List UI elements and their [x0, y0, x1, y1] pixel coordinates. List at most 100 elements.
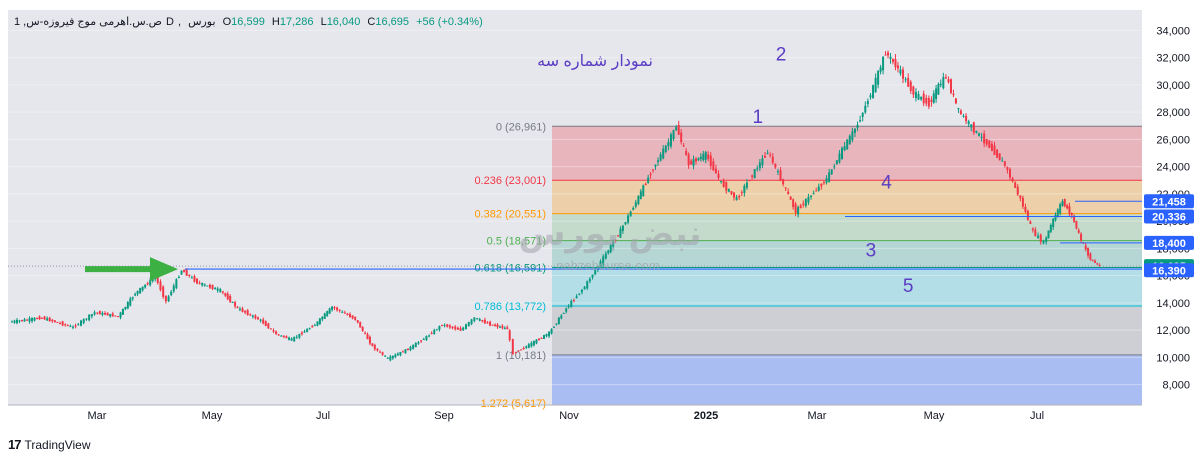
x-tick-label[interactable]: Mar: [808, 410, 827, 422]
candle-body: [498, 326, 501, 328]
x-tick-label[interactable]: Jul: [316, 410, 330, 422]
candle-body: [238, 308, 241, 310]
candle-body: [789, 196, 792, 200]
candle-body: [952, 93, 955, 96]
wave-label: 2: [776, 44, 787, 65]
y-tick-label[interactable]: 14,000: [1156, 298, 1190, 310]
candle-body: [183, 270, 186, 273]
timeframe[interactable]: D: [165, 16, 174, 28]
candle-body: [151, 279, 154, 282]
x-tick-label[interactable]: May: [924, 410, 945, 422]
candle-body: [899, 69, 902, 74]
candle-body: [667, 142, 670, 147]
y-tick-label[interactable]: 26,000: [1156, 134, 1190, 146]
x-tick-label[interactable]: Jul: [1030, 410, 1044, 422]
tradingview-footer[interactable]: 17 TradingView: [8, 437, 91, 452]
high-label: H: [271, 16, 280, 28]
candle-body: [134, 293, 137, 296]
candle-body: [231, 302, 234, 304]
candle-body: [902, 69, 905, 79]
candle-body: [743, 185, 746, 194]
candle-body: [201, 282, 204, 286]
candle-body: [797, 207, 800, 215]
candle-body: [727, 189, 730, 192]
x-axis[interactable]: Mar May Jul Sep Nov 2025 Mar May Jul: [8, 404, 1142, 422]
open-label: O: [222, 16, 232, 28]
x-tick-label[interactable]: 2025: [694, 410, 718, 422]
y-tick-label[interactable]: 30,000: [1156, 80, 1190, 92]
fib-label: 0.5 (18,571): [487, 236, 546, 248]
candle-body: [139, 287, 142, 294]
x-tick-label[interactable]: Sep: [434, 410, 454, 422]
candle-body: [229, 295, 232, 303]
candle-body: [489, 321, 492, 326]
candle-body: [224, 293, 227, 296]
fib-label: 0.382 (20,551): [474, 209, 546, 221]
candle-body: [441, 324, 444, 326]
fib-zone: [552, 180, 1142, 214]
y-tick-label[interactable]: 34,000: [1156, 25, 1190, 37]
candle-body: [644, 183, 647, 185]
candle-body: [659, 154, 662, 161]
candle-body: [570, 300, 573, 308]
candle-body: [41, 317, 44, 319]
candle-body: [491, 324, 494, 326]
candle-body: [285, 336, 288, 339]
y-tick-label[interactable]: 32,000: [1156, 53, 1190, 65]
candle-body: [156, 277, 159, 283]
x-tick-label[interactable]: Mar: [88, 410, 107, 422]
candle-body: [799, 205, 802, 209]
fib-zone: [552, 267, 1142, 306]
candle-body: [720, 180, 723, 182]
candle-body: [988, 140, 991, 148]
candle-body: [136, 290, 139, 295]
candle-body: [77, 324, 80, 326]
candle-body: [412, 344, 415, 349]
symbol-name[interactable]: 1 ,ص.س.اهرمی موج فیروزه-س: [14, 16, 162, 28]
candle-body: [193, 276, 196, 282]
price-tag: [1144, 209, 1194, 224]
candle-body: [882, 56, 885, 71]
candle-body: [567, 305, 570, 308]
candle-body: [580, 289, 583, 293]
candle-body: [939, 83, 942, 86]
fib-zone: [552, 126, 1142, 181]
y-tick-label[interactable]: 24,000: [1156, 162, 1190, 174]
price-tag-label: 20,336: [1152, 212, 1186, 224]
candle-body: [473, 317, 476, 321]
y-tick-label[interactable]: 8,000: [1162, 380, 1190, 392]
candle-body: [244, 310, 247, 313]
candle-body: [846, 139, 849, 150]
candle-body: [349, 313, 352, 318]
candle-body: [517, 350, 520, 352]
candle-body: [745, 182, 748, 188]
candle-body: [146, 283, 149, 285]
candle-body: [694, 158, 697, 162]
candle-body: [316, 321, 319, 326]
x-tick-label[interactable]: Nov: [559, 410, 579, 422]
candle-body: [1014, 182, 1017, 188]
candle-body: [417, 342, 420, 344]
y-tick-label[interactable]: 12,000: [1156, 325, 1190, 337]
candle-body: [937, 83, 940, 95]
candle-body: [935, 88, 938, 100]
candle-body: [838, 153, 841, 163]
candle-body: [257, 317, 260, 320]
candle-body: [506, 327, 509, 330]
candle-body: [328, 308, 331, 314]
y-tick-label[interactable]: 28,000: [1156, 107, 1190, 119]
x-tick-label[interactable]: May: [202, 410, 223, 422]
close-value: 16,695: [375, 16, 410, 28]
candle-body: [717, 173, 720, 179]
candle-body: [214, 287, 217, 290]
candle-body: [583, 286, 586, 290]
wave-label: 5: [903, 276, 914, 297]
candle-body: [1034, 229, 1037, 237]
fib-label: 0.236 (23,001): [474, 175, 546, 187]
candle-body: [856, 124, 859, 128]
y-tick-label[interactable]: 10,000: [1156, 352, 1190, 364]
candle-body: [830, 169, 833, 175]
candle-body: [776, 171, 779, 173]
candle-body: [841, 147, 844, 160]
